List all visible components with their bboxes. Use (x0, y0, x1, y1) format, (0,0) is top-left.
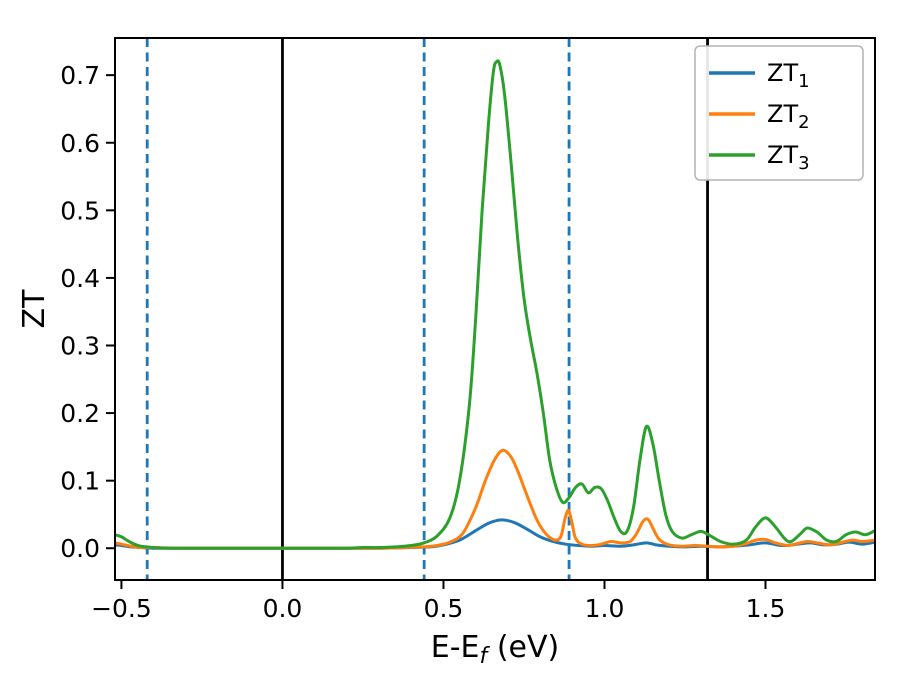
series-ZT3-line (115, 59, 875, 550)
x-tick-label: −0.5 (91, 594, 152, 623)
legend-label-ZT2: ZT2 (767, 100, 810, 133)
series-ZT2-line (115, 448, 875, 550)
x-tick-label: 0.0 (263, 594, 303, 623)
plot-area: −0.5 0.0 0.5 1.0 1.5 0.0 0.1 0.2 0.3 0.4 0.5 0.6 0.7… (60, 37, 876, 623)
axes-spines (114, 37, 876, 581)
y-tick-label: 0.0 (60, 534, 100, 563)
y-tick-label: 0.6 (60, 129, 100, 158)
legend-label-ZT3: ZT3 (767, 141, 810, 174)
x-axis-label: E-Ef (eV) (431, 630, 559, 669)
y-tick-label: 0.4 (60, 264, 100, 293)
series-ZT1-line (115, 518, 875, 550)
x-axis-label-subscript: f (480, 644, 491, 669)
legend-label-ZT1: ZT1 (767, 59, 810, 92)
legend: ZT1 ZT2 ZT3 (694, 45, 864, 181)
y-tick-label: 0.3 (60, 331, 100, 360)
x-axis-label-main: E-E (431, 630, 480, 665)
x-tick-label: 0.5 (424, 594, 464, 623)
legend-box (694, 45, 864, 181)
y-tick-label: 0.1 (60, 467, 100, 496)
y-axis-label: ZT (17, 289, 52, 329)
y-tick-label: 0.5 (60, 196, 100, 225)
y-tick-label: 0.2 (60, 399, 100, 428)
x-tick-label: 1.0 (585, 594, 625, 623)
x-axis-label-unit: (eV) (487, 630, 559, 665)
x-tick-label: 1.5 (746, 594, 786, 623)
y-tick-label: 0.7 (60, 61, 100, 90)
